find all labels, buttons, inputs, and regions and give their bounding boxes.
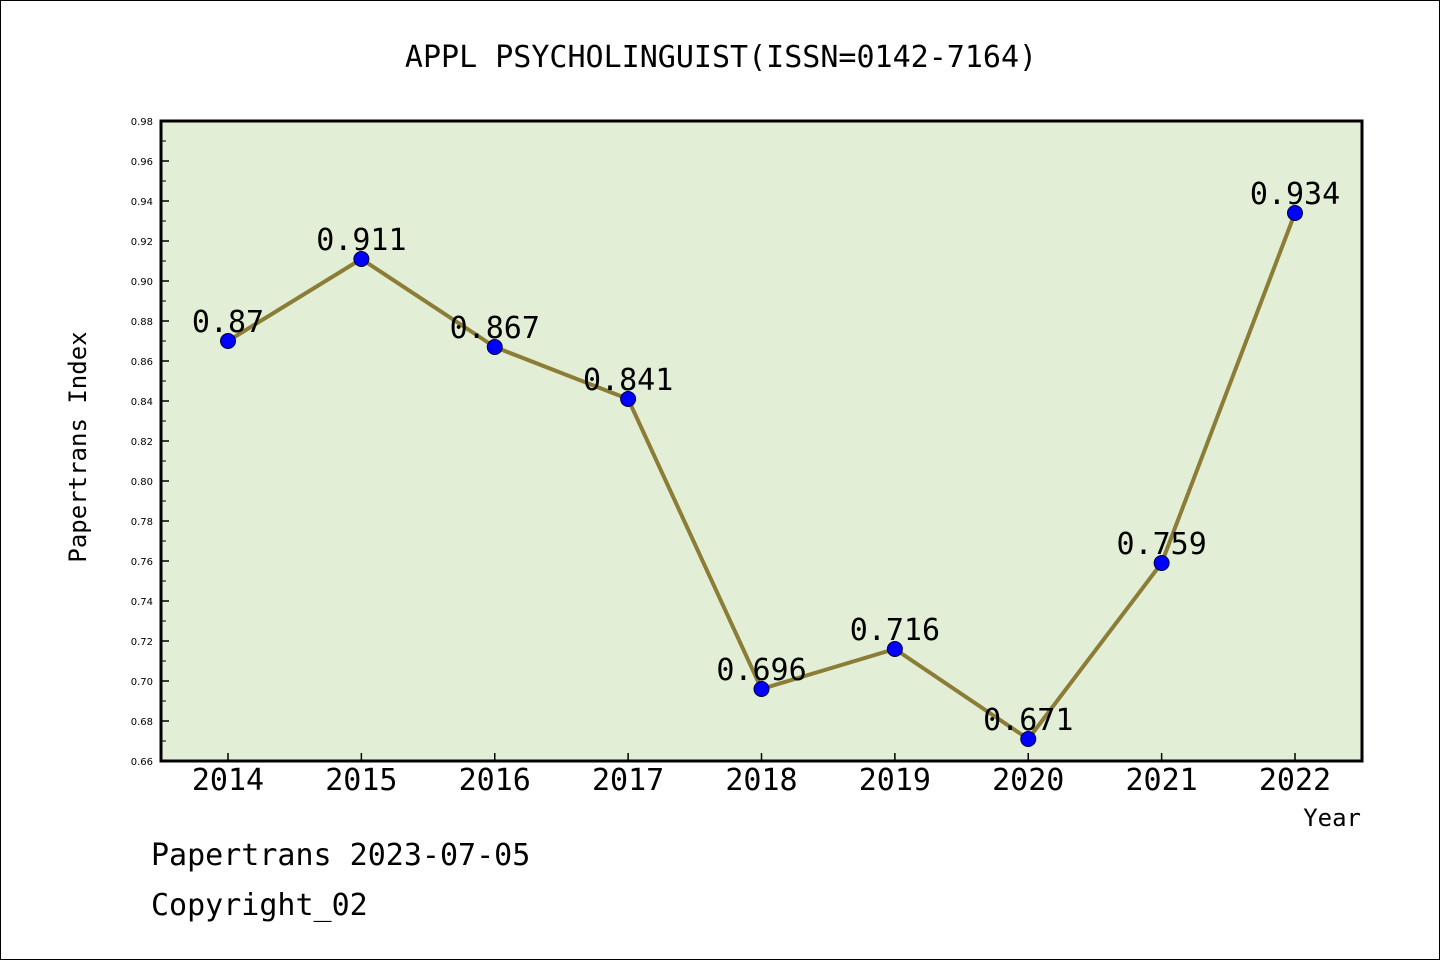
y-axis: 0.66 0.68 0.70 0.72 0.74 0.76 0.78 0.80 0.82 0.84… <box>131 117 169 768</box>
data-point <box>620 391 637 407</box>
y-tick-label: 0.76 <box>131 557 153 568</box>
x-tick-label: 2017 <box>592 763 664 798</box>
y-tick-label: 0.66 <box>131 757 153 768</box>
y-tick-label: 0.70 <box>131 677 153 688</box>
x-tick-label: 2015 <box>325 763 397 798</box>
data-point <box>1287 205 1303 221</box>
x-axis-label: Year <box>1303 804 1361 832</box>
x-tick-label: 2020 <box>992 763 1064 798</box>
y-tick-label: 0.96 <box>131 157 153 168</box>
x-tick-label: 2018 <box>725 763 797 798</box>
data-labels: 0.87 0.911 0.867 0.841 0.696 0.716 0.671 0.759 0… <box>192 177 1340 738</box>
y-tick-label: 0.74 <box>131 597 153 608</box>
data-label: 0.867 <box>450 311 540 346</box>
data-point <box>1020 731 1037 747</box>
data-label: 0.87 <box>192 305 264 340</box>
x-tick-label: 2016 <box>459 763 531 798</box>
y-tick-label: 0.82 <box>131 437 153 448</box>
y-axis-label: Papertrans Index <box>64 331 92 562</box>
y-tick-label: 0.68 <box>131 717 153 728</box>
data-point <box>1153 555 1170 571</box>
y-tick-label: 0.80 <box>131 477 153 488</box>
footer-date: Papertrans 2023-07-05 <box>151 838 530 873</box>
data-label: 0.759 <box>1116 527 1206 562</box>
data-label: 0.911 <box>316 223 406 258</box>
y-tick-label: 0.90 <box>131 277 153 288</box>
x-tick-label: 2021 <box>1126 763 1198 798</box>
data-point <box>353 251 370 267</box>
data-point <box>486 339 503 355</box>
data-points <box>220 205 1303 747</box>
y-tick-label: 0.98 <box>131 117 153 128</box>
footer-copyright: Copyright_02 <box>151 888 368 923</box>
data-label: 0.696 <box>716 653 806 688</box>
x-tick-label: 2014 <box>192 763 264 798</box>
x-axis: 2014 2015 2016 2017 2018 2019 2020 2021 2022 <box>192 753 1331 798</box>
y-tick-label: 0.72 <box>131 637 153 648</box>
y-tick-label: 0.78 <box>131 517 153 528</box>
data-point <box>886 641 903 657</box>
x-tick-label: 2022 <box>1259 763 1331 798</box>
x-tick-label: 2019 <box>859 763 931 798</box>
data-point <box>220 333 236 349</box>
y-tick-label: 0.86 <box>131 357 153 368</box>
chart-title: APPL PSYCHOLINGUIST(ISSN=0142-7164) <box>405 40 1037 75</box>
y-tick-label: 0.94 <box>131 197 153 208</box>
y-tick-label: 0.88 <box>131 317 153 328</box>
data-label: 0.671 <box>983 703 1073 738</box>
data-point <box>753 681 770 697</box>
data-label: 0.841 <box>583 363 673 398</box>
data-label: 0.716 <box>850 613 940 648</box>
plot-area <box>159 119 1364 763</box>
data-label: 0.934 <box>1250 177 1340 212</box>
y-tick-label: 0.84 <box>131 397 153 408</box>
y-tick-label: 0.92 <box>131 237 153 248</box>
